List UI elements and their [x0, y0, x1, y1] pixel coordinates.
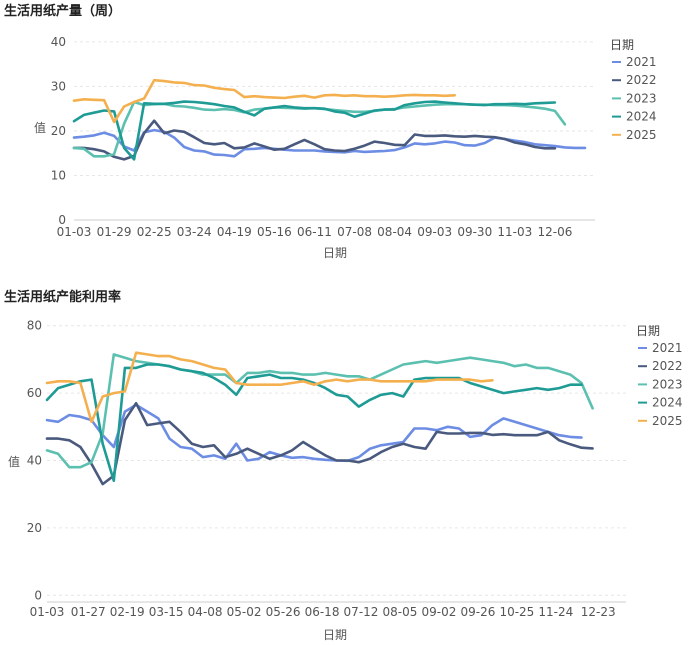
utilization-y-ticks: 0 20 40 60 80: [27, 319, 42, 603]
legend-item-2022[interactable]: 2022: [612, 73, 657, 87]
utilization-y-axis-title: 值: [8, 454, 20, 469]
legend-item-2024[interactable]: 2024: [612, 110, 657, 124]
y-tick-label: 80: [27, 319, 42, 333]
y-tick-label: 40: [51, 35, 66, 49]
legend-label: 2022: [652, 359, 683, 373]
x-tick-label: 04-19: [217, 225, 252, 239]
legend-label: 2025: [652, 414, 683, 428]
legend-item-2021[interactable]: 2021: [638, 341, 683, 355]
x-tick-label: 05-02: [227, 605, 262, 619]
production-legend-title: 日期: [610, 38, 634, 52]
legend-item-2025[interactable]: 2025: [638, 414, 683, 428]
utilization-legend[interactable]: 日期 2021 2022 2023 2024 2025: [636, 324, 683, 428]
production-x-ticks: 01-03 01-29 02-25 03-24 04-19 05-16 06-11 07-08…: [57, 225, 573, 239]
series-line-2022[interactable]: [45, 401, 594, 486]
series-line-2021[interactable]: [72, 128, 587, 158]
x-tick-label: 12-06: [537, 225, 572, 239]
legend-label: 2024: [626, 110, 657, 124]
utilization-x-axis-title: 日期: [323, 628, 347, 642]
x-tick-label: 10-25: [499, 605, 534, 619]
production-y-ticks: 0 10 20 30 40: [51, 35, 66, 227]
y-tick-label: 30: [51, 79, 66, 93]
x-tick-label: 02-25: [137, 225, 172, 239]
legend-item-2023[interactable]: 2023: [612, 91, 657, 105]
x-tick-label: 12-23: [581, 605, 616, 619]
y-tick-label: 0: [58, 213, 66, 227]
production-chart: 生活用纸产量（周） 0 10 20 30 40 01-03 01-29 02-25 03-24…: [4, 3, 657, 260]
y-tick-label: 20: [27, 521, 42, 535]
legend-label: 2023: [652, 377, 683, 391]
y-tick-label: 60: [27, 386, 42, 400]
legend-label: 2021: [626, 55, 657, 69]
x-tick-label: 06-11: [297, 225, 332, 239]
x-tick-label: 09-30: [457, 225, 492, 239]
x-tick-label: 01-03: [57, 225, 92, 239]
legend-label: 2025: [626, 128, 657, 142]
production-chart-title: 生活用纸产量（周）: [4, 3, 121, 19]
x-tick-label: 06-18: [305, 605, 340, 619]
x-tick-label: 09-02: [422, 605, 457, 619]
x-tick-label: 01-29: [97, 225, 132, 239]
x-tick-label: 03-24: [177, 225, 212, 239]
utilization-chart-title: 生活用纸产能利用率: [4, 289, 121, 305]
utilization-x-ticks: 01-03 01-27 02-19 03-15 04-08 05-02 05-26 06-18…: [30, 605, 616, 619]
x-tick-label: 11-03: [497, 225, 532, 239]
series-line-2025[interactable]: [45, 351, 494, 424]
series-line-2024[interactable]: [72, 100, 557, 161]
y-tick-label: 20: [51, 124, 66, 138]
production-y-axis-title: 值: [34, 120, 46, 135]
x-tick-label: 01-27: [71, 605, 106, 619]
legend-label: 2023: [626, 91, 657, 105]
legend-label: 2021: [652, 341, 683, 355]
x-tick-label: 08-05: [383, 605, 418, 619]
legend-label: 2024: [652, 396, 683, 410]
production-series-lines: [72, 78, 587, 161]
legend-item-2022[interactable]: 2022: [638, 359, 683, 373]
production-x-axis-title: 日期: [323, 246, 347, 260]
x-tick-label: 03-15: [149, 605, 184, 619]
y-tick-label: 40: [27, 454, 42, 468]
legend-item-2024[interactable]: 2024: [638, 396, 683, 410]
production-legend[interactable]: 日期 2021 2022 2023 2024 2025: [610, 38, 657, 142]
utilization-gridlines: [47, 325, 626, 596]
x-tick-label: 01-03: [30, 605, 65, 619]
x-tick-label: 08-04: [377, 225, 412, 239]
x-tick-label: 11-24: [538, 605, 573, 619]
x-tick-label: 04-08: [188, 605, 223, 619]
utilization-legend-title: 日期: [636, 324, 660, 338]
series-line-2022[interactable]: [72, 119, 557, 161]
x-tick-label: 09-03: [417, 225, 452, 239]
utilization-series-lines: [45, 351, 594, 486]
series-line-2021[interactable]: [45, 403, 583, 463]
series-line-2024[interactable]: [45, 363, 583, 483]
legend-item-2023[interactable]: 2023: [638, 377, 683, 391]
legend-label: 2022: [626, 73, 657, 87]
x-tick-label: 02-19: [110, 605, 145, 619]
legend-item-2025[interactable]: 2025: [612, 128, 657, 142]
y-tick-label: 10: [51, 168, 66, 182]
x-tick-label: 05-16: [257, 225, 292, 239]
legend-item-2021[interactable]: 2021: [612, 55, 657, 69]
x-tick-label: 05-26: [266, 605, 301, 619]
x-tick-label: 07-12: [344, 605, 379, 619]
utilization-chart: 生活用纸产能利用率 0 20 40 60 80 01-03 01-27 02-19 03-15…: [4, 289, 683, 642]
x-tick-label: 07-08: [337, 225, 372, 239]
series-line-2023[interactable]: [45, 353, 594, 469]
y-tick-label: 0: [34, 588, 42, 602]
x-tick-label: 09-26: [460, 605, 495, 619]
series-line-2025[interactable]: [72, 78, 457, 124]
